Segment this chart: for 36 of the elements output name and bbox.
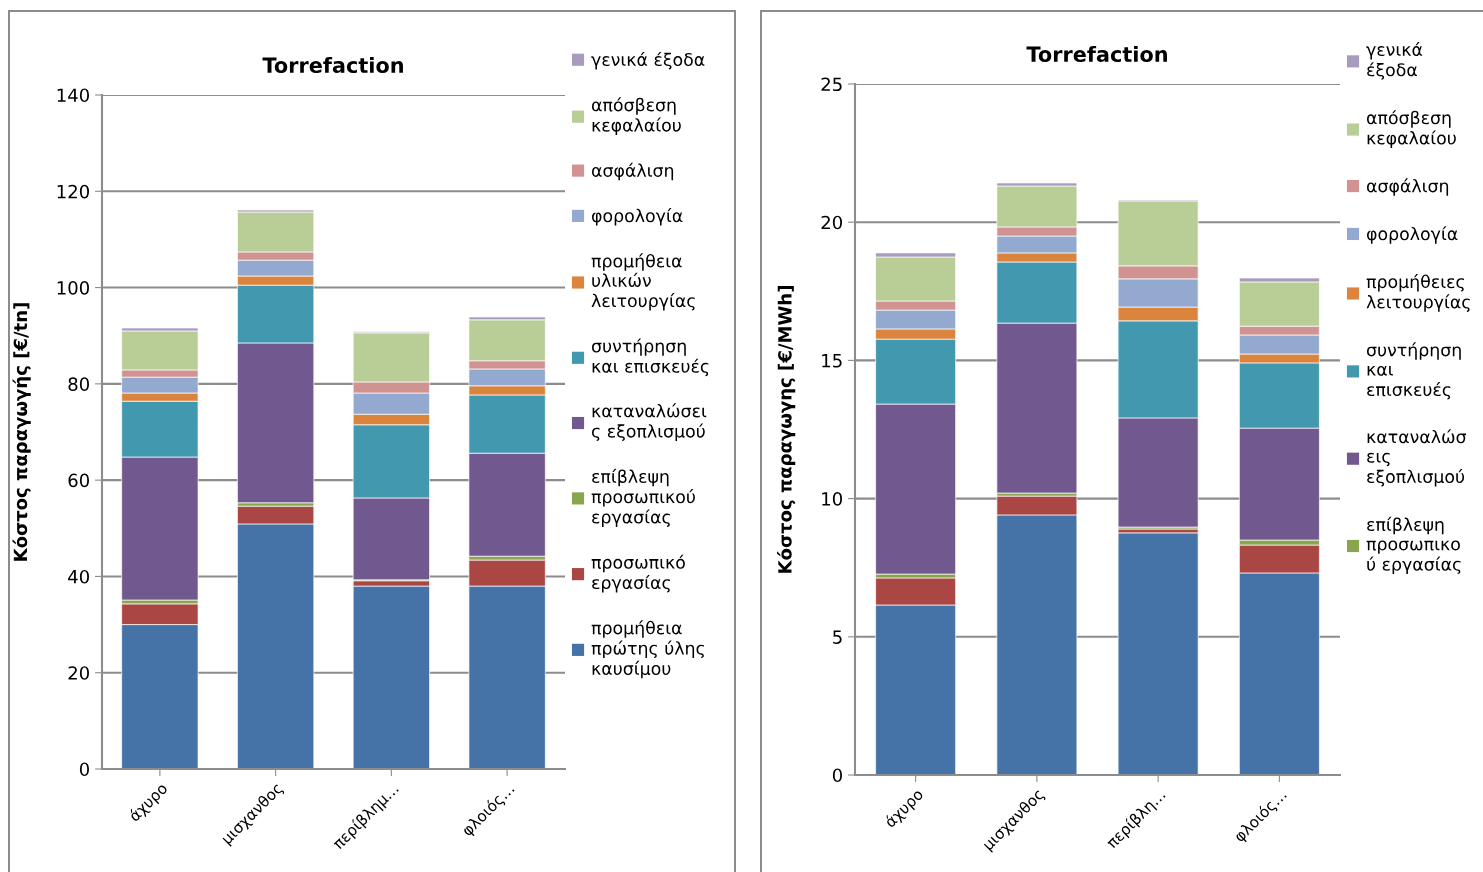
y-tick-label: 80 <box>68 377 89 391</box>
legend-label: συντήρηση και επισκευές <box>592 338 709 377</box>
legend-label: γενικά έξοδα <box>1366 41 1423 80</box>
y-tick-label: 40 <box>68 569 89 584</box>
legend-label: απόσβεση κεφαλαίου <box>592 97 681 136</box>
legend-label: καταναλώσει ς εξοπλισμού <box>592 403 707 442</box>
legend-label: καταναλώσ εις εξοπλισμού <box>1367 429 1467 487</box>
y-tick-label: 100 <box>57 281 89 295</box>
legend-label: φορολογία <box>1366 226 1458 244</box>
y-tick-label: 0 <box>79 762 89 777</box>
y-tick-label: 120 <box>57 184 89 199</box>
legend-label: επίβλεψη προσωπικού εργασίας <box>591 468 695 527</box>
legend-label: γενικά έξοδα <box>591 51 705 70</box>
y-tick-label: 60 <box>68 473 89 488</box>
chart-title: Torrefaction <box>262 56 403 74</box>
legend-label: προμήθειες λειτουργίας <box>1366 274 1470 312</box>
legend-label: προμήθεια υλικών λειτουργίας <box>591 253 695 311</box>
legend-label: προσωπικό εργασίας <box>591 554 685 593</box>
y-tick-label: 15 <box>822 354 842 368</box>
y-tick-label: 140 <box>57 88 89 103</box>
legend-label: φορολογία <box>591 208 683 226</box>
y-tick-label: 5 <box>833 630 842 644</box>
chart-title: Torrefaction <box>1026 45 1167 63</box>
y-tick-label: 20 <box>68 666 89 680</box>
legend-label: προμήθεια πρώτης ύλης καυσίμου <box>591 620 705 679</box>
legend-label: ασφάλιση <box>592 162 674 181</box>
legend-label: επίβλεψη προσωπικο ύ εργασίας <box>1366 516 1461 575</box>
y-axis-title: Κόστος παραγωγης [€/MWh] <box>777 286 796 573</box>
y-axis-title: Κόστος παραγωγής [€/tn] <box>12 303 31 561</box>
legend-label: συντήρηση και επισκευές <box>1367 342 1461 400</box>
y-tick-label: 20 <box>821 215 842 230</box>
legend-label: ασφάλιση <box>1367 178 1449 196</box>
y-tick-label: 25 <box>821 77 842 92</box>
y-tick-label: 10 <box>822 492 842 506</box>
legend-label: απόσβεση κεφαλαίου <box>1367 110 1456 148</box>
y-tick-label: 0 <box>832 768 842 783</box>
